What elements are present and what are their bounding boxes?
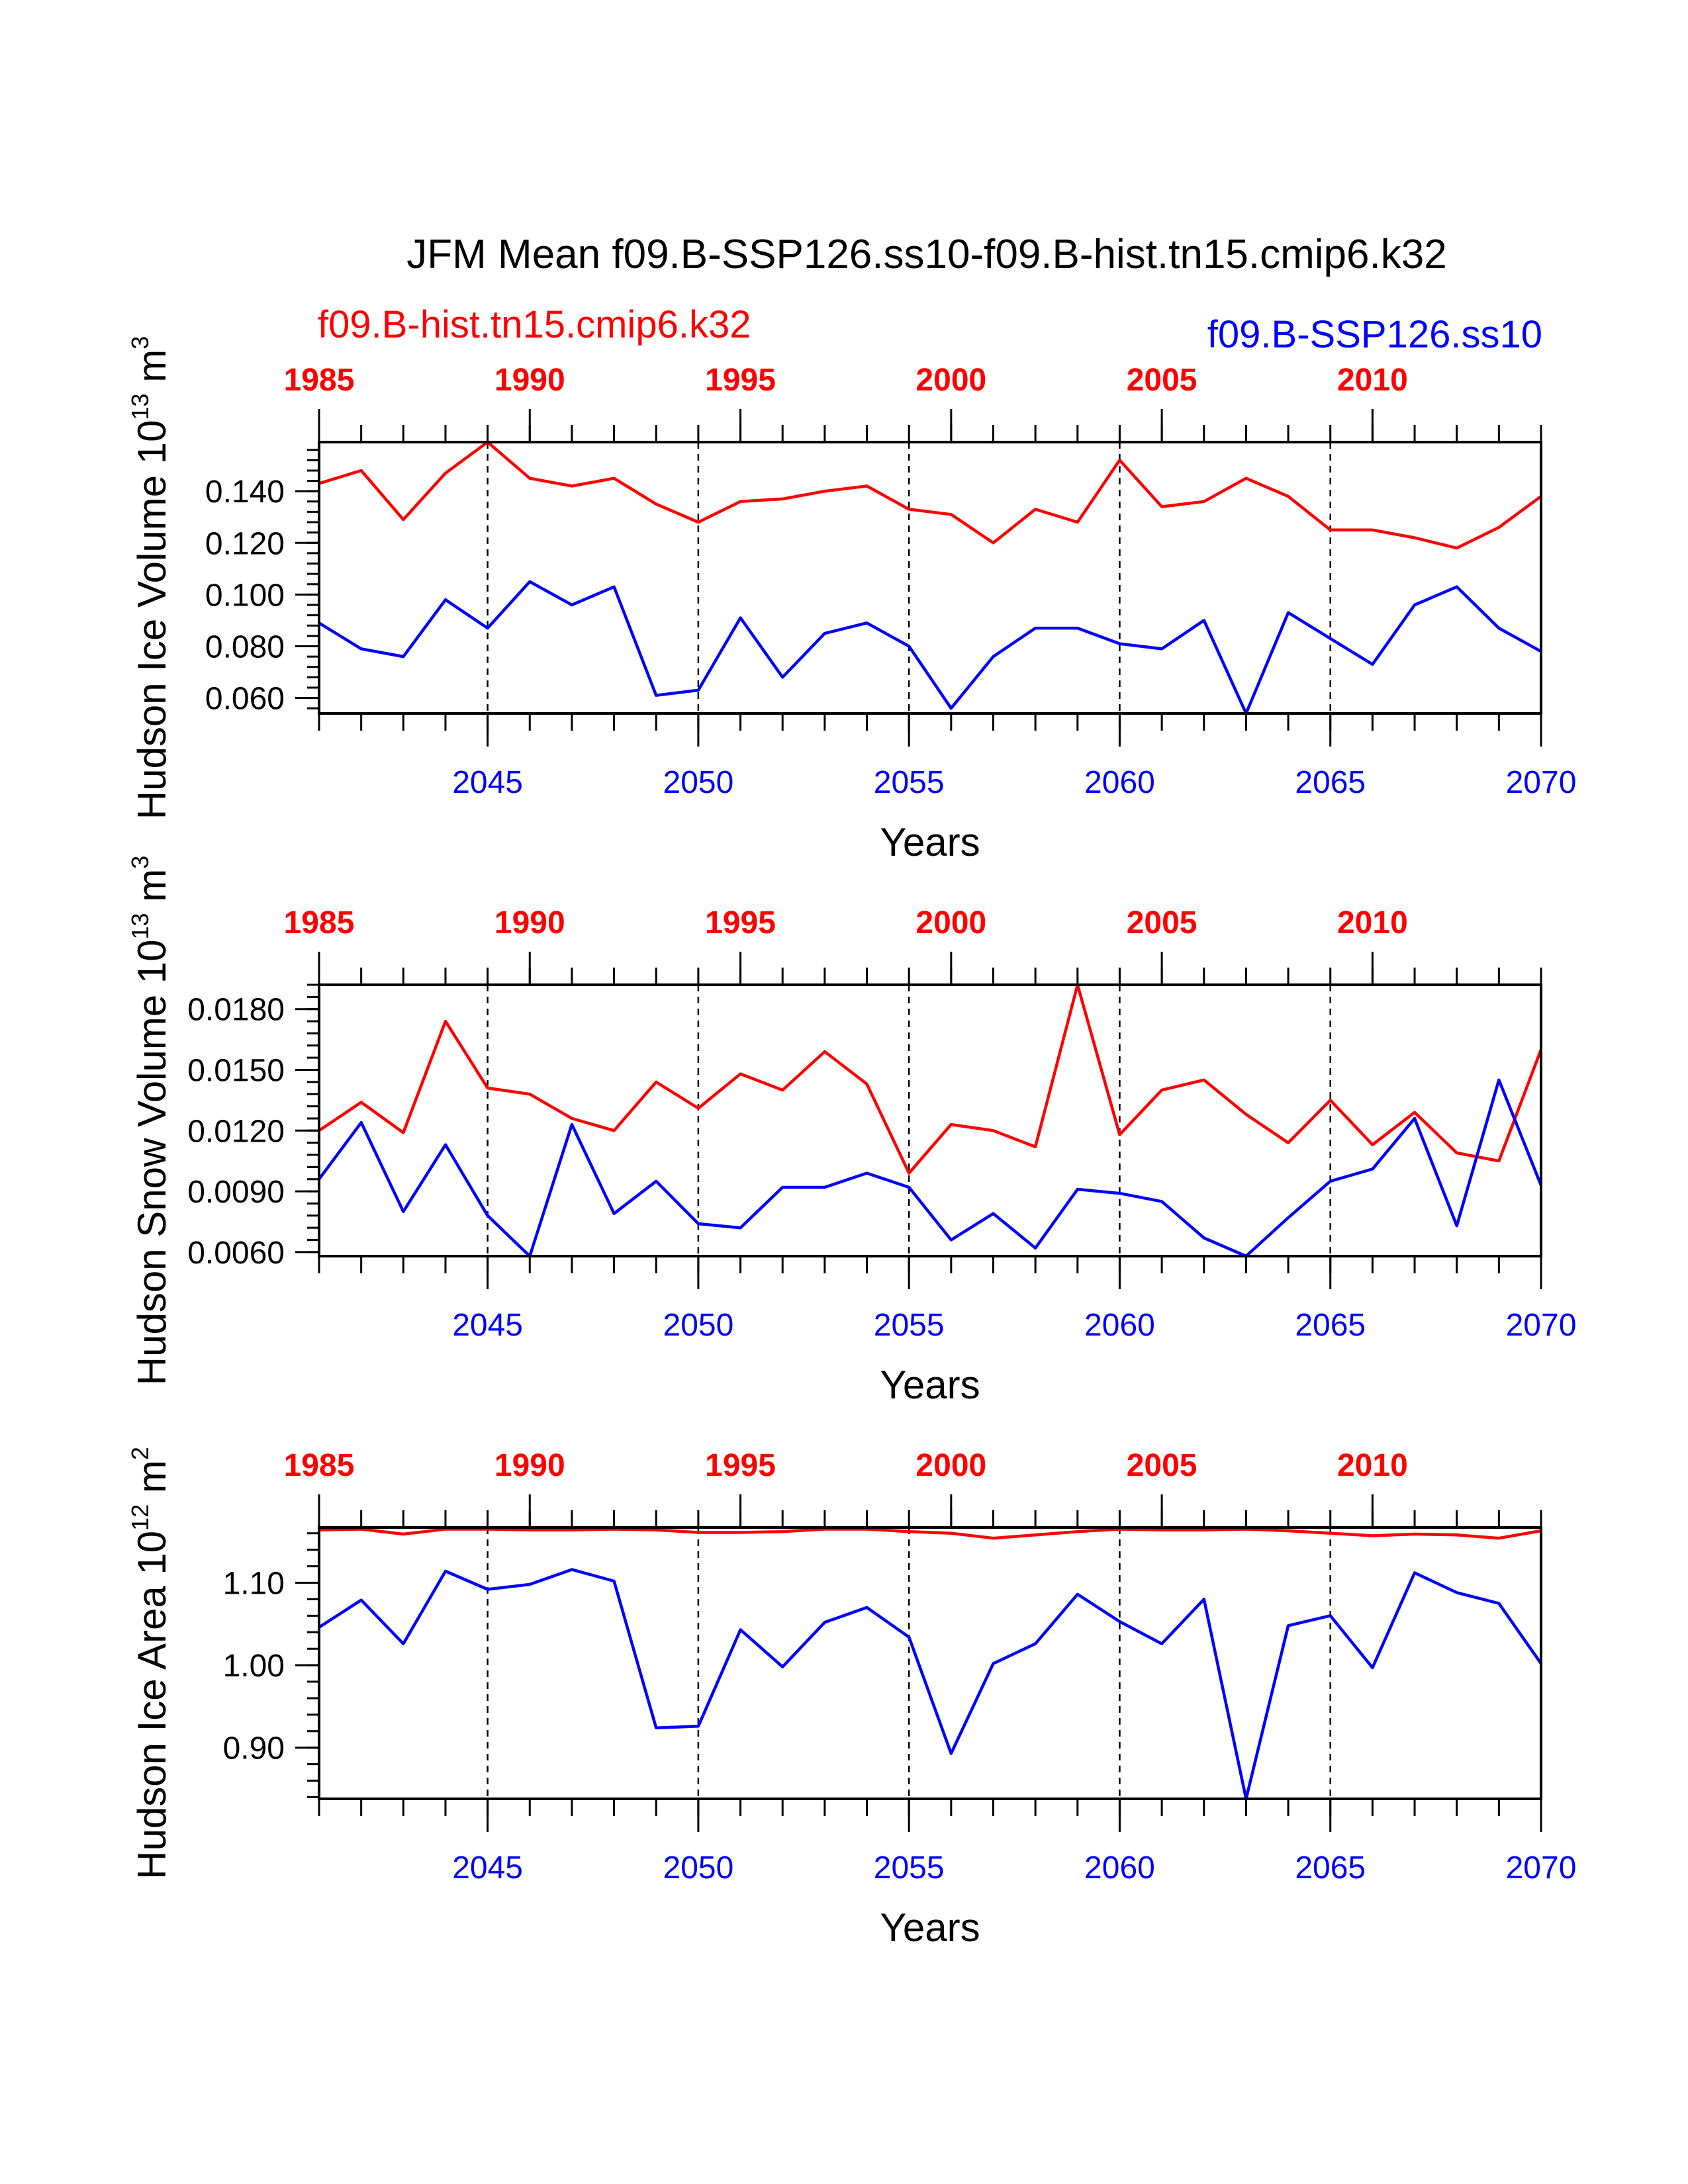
y-axis-label-unit-exponent: 3: [126, 336, 154, 349]
y-axis-label-text: Hudson Ice Area 10: [130, 1531, 174, 1880]
x-tick-label-top: 2005: [1127, 905, 1197, 940]
y-axis-label-unit-exponent: 2: [126, 1447, 154, 1460]
y-axis-label-exponent: 13: [126, 393, 154, 420]
y-tick-label: 0.120: [205, 526, 285, 561]
x-tick-label-top: 2010: [1337, 363, 1408, 398]
x-tick-label-bottom: 2065: [1295, 1850, 1366, 1886]
x-tick-label-bottom: 2055: [874, 1308, 945, 1343]
plot-frame: [318, 1526, 1542, 1800]
y-tick-label: 1.00: [223, 1649, 285, 1684]
series-hist-line: [318, 440, 1542, 550]
x-tick-label-bottom: 2065: [1295, 1308, 1366, 1343]
series-ssp-line: [318, 1078, 1543, 1258]
y-axis-label-text: Hudson Ice Volume 10: [130, 420, 174, 820]
x-tick-label-top: 1995: [705, 363, 776, 398]
x-tick-label-bottom: 2045: [452, 1850, 523, 1886]
y-tick-label: 0.0120: [187, 1114, 285, 1149]
x-tick-label-bottom: 2050: [663, 765, 734, 800]
y-tick-label: 0.100: [205, 578, 285, 613]
x-tick-label-bottom: 2070: [1506, 765, 1577, 800]
x-tick-label-top: 1990: [494, 1448, 565, 1483]
x-tick-label-top: 2010: [1337, 1448, 1408, 1483]
series-hist-line: [318, 1527, 1542, 1540]
x-tick-label-bottom: 2060: [1084, 1308, 1155, 1343]
y-axis-label: Hudson Snow Volume 1013 m3: [126, 856, 174, 1386]
series-hist-line: [318, 983, 1543, 1175]
x-tick-label-bottom: 2070: [1506, 1850, 1577, 1886]
y-axis-label-unit: m: [130, 1460, 174, 1504]
x-tick-label-bottom: 2050: [663, 1308, 734, 1343]
x-tick-label-top: 2005: [1127, 1448, 1197, 1483]
x-tick-label-top: 2000: [915, 905, 986, 940]
x-tick-label-top: 1995: [705, 1448, 776, 1483]
x-tick-label-bottom: 2060: [1084, 1850, 1155, 1886]
y-tick-label: 0.90: [223, 1731, 285, 1766]
series-ssp-line: [318, 1568, 1542, 1801]
plot-frame: [318, 441, 1542, 715]
x-tick-label-bottom: 2055: [874, 1850, 945, 1886]
x-tick-label-bottom: 2045: [452, 765, 523, 800]
y-tick-label: 0.060: [205, 682, 285, 717]
x-tick-label-bottom: 2050: [663, 1850, 734, 1886]
x-axis-label: Years: [880, 1363, 980, 1407]
chart-title: JFM Mean f09.B-SSP126.ss10-f09.B-hist.tn…: [406, 232, 1446, 277]
y-axis-label-unit: m: [130, 349, 174, 394]
y-tick-label: 0.0150: [187, 1054, 285, 1089]
x-tick-label-top: 1995: [705, 905, 776, 940]
chart-panel-2: 2045 2050 2055 2060 2065 2070 1985 1990 1995 2000…: [126, 856, 1576, 1407]
x-tick-label-top: 2005: [1127, 363, 1197, 398]
y-tick-label: 0.0180: [187, 993, 285, 1028]
y-axis-label-text: Hudson Snow Volume 10: [130, 939, 174, 1385]
x-tick-label-top: 1990: [494, 363, 565, 398]
chart-panel-3: 2045 2050 2055 2060 2065 2070 1985 1990 1995 2000…: [126, 1447, 1576, 1950]
y-axis-label-exponent: 12: [126, 1504, 154, 1531]
x-tick-label-top: 2000: [915, 1448, 986, 1483]
y-tick-label: 0.080: [205, 629, 285, 664]
x-tick-label-top: 1990: [494, 905, 565, 940]
x-tick-label-top: 1985: [284, 905, 355, 940]
y-axis-label-unit: m: [130, 869, 174, 913]
x-tick-label-top: 2010: [1337, 905, 1408, 940]
y-axis-label-exponent: 13: [126, 913, 154, 939]
y-axis-label-unit-exponent: 3: [126, 856, 154, 869]
x-tick-label-bottom: 2070: [1506, 1308, 1577, 1343]
y-axis-label: Hudson Ice Volume 1013 m3: [126, 336, 174, 819]
y-tick-label: 0.140: [205, 475, 285, 510]
x-tick-label-bottom: 2045: [452, 1308, 523, 1343]
x-tick-label-top: 2000: [915, 363, 986, 398]
x-tick-label-top: 1985: [284, 363, 355, 398]
x-axis-label: Years: [880, 820, 980, 864]
x-tick-label-bottom: 2060: [1084, 765, 1155, 800]
x-tick-label-top: 1985: [284, 1448, 355, 1483]
x-tick-label-bottom: 2065: [1295, 765, 1366, 800]
series-ssp-line: [318, 580, 1542, 715]
x-tick-label-bottom: 2055: [874, 765, 945, 800]
y-tick-label: 1.10: [223, 1566, 285, 1601]
legend-hist-label: f09.B-hist.tn15.cmip6.k32: [318, 303, 751, 346]
y-axis-label: Hudson Ice Area 1012 m2: [126, 1447, 174, 1880]
plot-frame: [318, 983, 1542, 1257]
legend-ssp-label: f09.B-SSP126.ss10: [1207, 313, 1542, 356]
x-axis-label: Years: [880, 1905, 980, 1950]
y-tick-label: 0.0090: [187, 1175, 285, 1210]
chart-panel-1: 2045 2050 2055 2060 2065 2070 1985 1990 1995 2000…: [126, 336, 1576, 864]
y-tick-label: 0.0060: [187, 1236, 285, 1271]
